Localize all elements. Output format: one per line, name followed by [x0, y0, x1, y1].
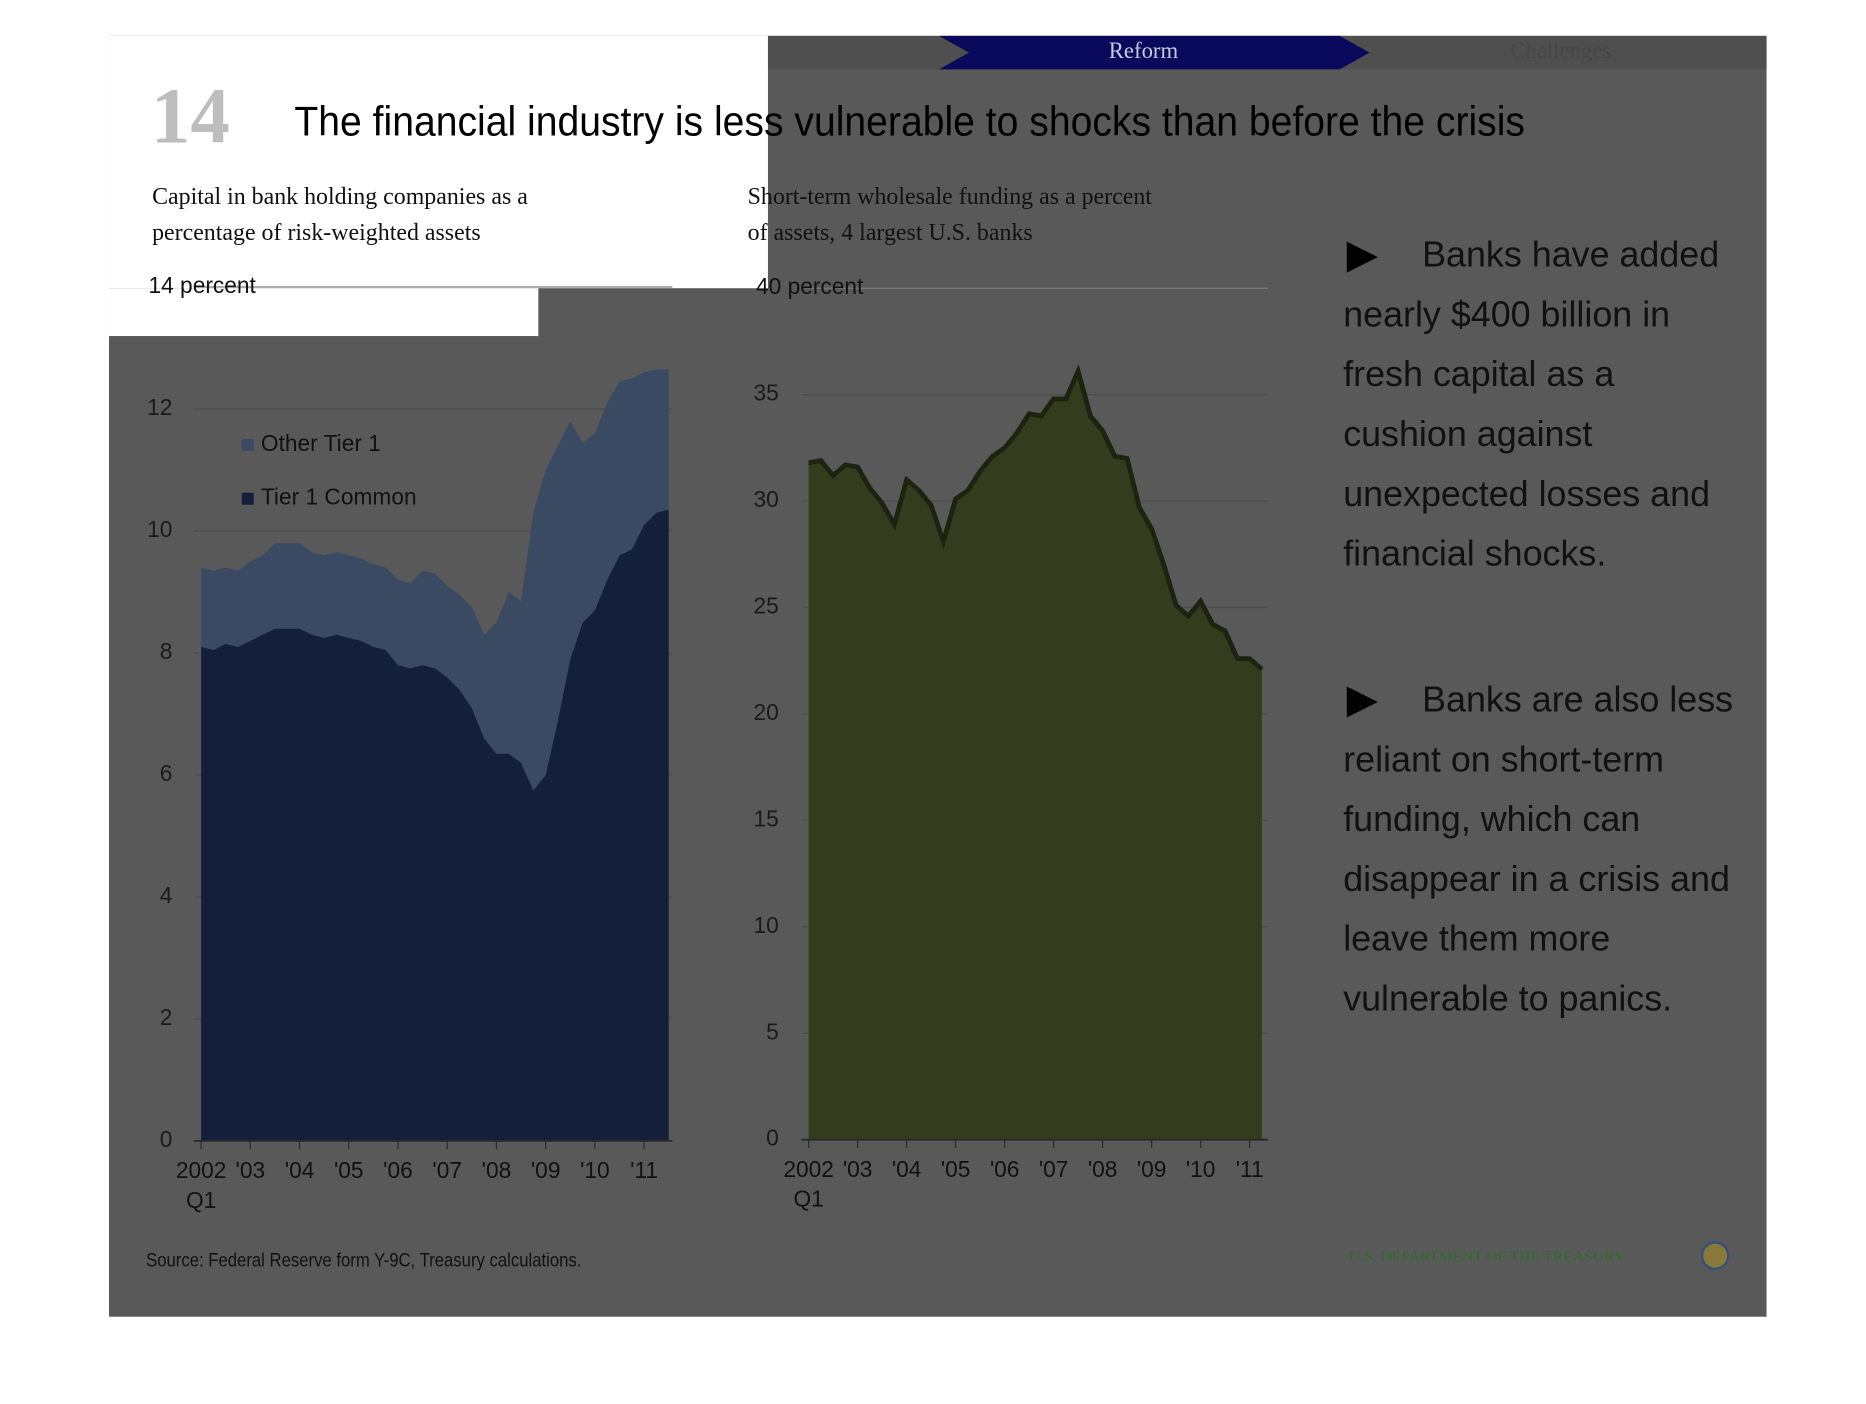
y-tick-label: 12: [147, 394, 172, 420]
slide-title: The financial industry is less vulnerabl…: [294, 97, 1525, 144]
y-tick-label: 0: [160, 1126, 173, 1152]
bullet-text: vulnerable to panics.: [1343, 978, 1672, 1018]
x-tick-label: '04: [892, 1156, 922, 1182]
x-sublabel: Q1: [793, 1186, 823, 1212]
y-tick-label: 4: [160, 882, 173, 908]
x-tick-label: '09: [531, 1157, 561, 1183]
seal: [1700, 1241, 1730, 1271]
y-tick-label: 30: [753, 486, 778, 512]
bullet-text: nearly $400 billion in: [1343, 294, 1670, 334]
x-sublabel: Q1: [186, 1187, 216, 1213]
bullet-marker: [1346, 241, 1378, 273]
white-area: [109, 35, 768, 289]
x-tick-label: '11: [630, 1157, 658, 1183]
x-tick-label: '07: [432, 1157, 462, 1183]
x-tick-label: '03: [236, 1157, 266, 1183]
y-tick-label: 14 percent: [148, 272, 256, 298]
x-tick-label: '05: [334, 1157, 364, 1183]
y-tick-label: 40 percent: [756, 273, 864, 299]
y-tick-label: 10: [147, 516, 172, 542]
x-tick-label: '06: [990, 1156, 1020, 1182]
area: [201, 369, 669, 791]
y-tick-label: 6: [160, 760, 173, 786]
x-tick-label: '08: [482, 1157, 512, 1183]
chart-subtitle: Capital in bank holding companies as a: [152, 184, 528, 210]
bullet-text: unexpected losses and: [1343, 474, 1710, 514]
x-tick-label: '06: [383, 1157, 413, 1183]
x-tick-label: '09: [1137, 1156, 1167, 1182]
chart-subtitle: of assets, 4 largest U.S. banks: [748, 220, 1033, 246]
y-tick-label: 15: [753, 805, 778, 831]
y-tick-label: 35: [753, 380, 778, 406]
slide-number: 14: [151, 73, 230, 160]
y-tick-label: 8: [160, 638, 173, 664]
bullet-text: leave them more: [1343, 919, 1610, 959]
bullet-text: financial shocks.: [1343, 534, 1606, 574]
y-tick-label: 0: [766, 1125, 779, 1151]
y-tick-label: 25: [753, 593, 778, 619]
white-area: [109, 288, 539, 337]
x-tick-label: '07: [1039, 1156, 1069, 1182]
area-line: [808, 364, 1264, 672]
legend-swatch: [241, 438, 254, 451]
x-tick-label: '11: [1236, 1156, 1264, 1182]
legend-label: Other Tier 1: [261, 430, 381, 456]
bullet-text: Banks have added: [1422, 235, 1719, 275]
y-tick-label: 20: [753, 699, 778, 725]
y-tick-label: 2: [160, 1004, 173, 1030]
nav-item[interactable]: Challenges: [1510, 38, 1611, 63]
footer: U.S. DEPARTMENT OF THE TREASURY: [1349, 1249, 1625, 1266]
area: [808, 371, 1262, 1140]
nav-active: [938, 35, 1370, 70]
x-tick-label: '03: [843, 1156, 873, 1182]
x-tick-label: '08: [1088, 1156, 1118, 1182]
bullet-text: Banks are also less: [1422, 679, 1733, 719]
x-tick-label: '05: [941, 1156, 971, 1182]
x-tick-label: '04: [285, 1157, 315, 1183]
x-tick-label: 2002: [176, 1157, 227, 1183]
bullet-text: funding, which can: [1343, 799, 1640, 839]
bullet-text: fresh capital as a: [1343, 354, 1614, 394]
chart-subtitle: Short-term wholesale funding as a percen…: [748, 184, 1153, 210]
source: Source: Federal Reserve form Y-9C, Treas…: [146, 1251, 581, 1272]
nav-item[interactable]: Reform: [1109, 38, 1179, 63]
bullet-text: cushion against: [1343, 414, 1592, 454]
area: [201, 509, 669, 1141]
y-tick-label: 10: [753, 912, 778, 938]
x-tick-label: '10: [580, 1157, 610, 1183]
x-tick-label: '10: [1186, 1156, 1216, 1182]
chart-subtitle: percentage of risk-weighted assets: [152, 220, 481, 246]
legend-label: Tier 1 Common: [261, 484, 417, 510]
legend-swatch: [241, 492, 254, 505]
x-tick-label: 2002: [783, 1156, 834, 1182]
y-tick-label: 5: [766, 1018, 779, 1044]
bullet-marker: [1346, 686, 1378, 718]
bullet-text: disappear in a crisis and: [1343, 859, 1730, 899]
bullet-text: reliant on short-term: [1343, 739, 1664, 779]
